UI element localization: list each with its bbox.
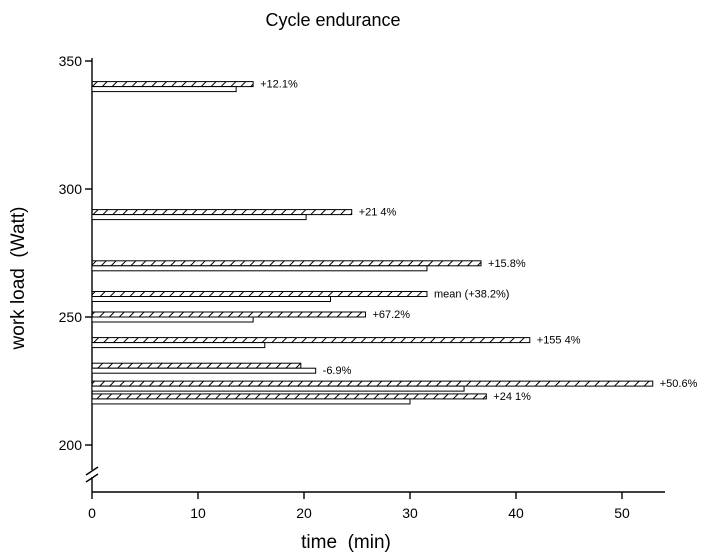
bar-annotations: +12.1% +21 4% +15.8% mean (+38.2%) +67.2% +15… [260,79,697,403]
bar-plain-240w [91,342,266,349]
y-axis-label: work load (Watt) [8,207,29,351]
bar-hatched-218w [91,393,487,400]
bar-plain-250w [91,316,254,323]
bar-annotation: +15.8% [488,258,526,270]
x-tick-label: 10 [190,505,206,521]
bar-annotation: -6.9% [323,365,352,377]
y-tick-label: 200 [59,437,83,453]
bar-hatched-250w [91,311,366,318]
y-tick-label: 350 [59,53,83,69]
bar-plain-290w [91,214,307,221]
bar-plain-218w [91,398,411,405]
x-tick-label: 20 [296,505,312,521]
bar-annotation: +155 4% [537,335,581,347]
bar-hatched-223w [91,380,654,387]
y-ticks: 200 250 300 350 [59,53,92,453]
x-tick-label: 40 [508,505,524,521]
bar-plain-223w [91,385,465,392]
axes [85,58,665,493]
bar-annotation: mean (+38.2%) [434,289,510,301]
bar-annotation: +67.2% [372,309,410,321]
x-tick-label: 30 [402,505,418,521]
bar-annotation: +24 1% [493,391,531,403]
bar-annotation: +21 4% [359,207,397,219]
bar-hatched-258w [91,291,428,298]
bars [91,81,654,405]
bar-annotation: +12.1% [260,79,298,91]
x-tick-label: 0 [88,505,96,521]
bar-plain-258w [91,296,331,303]
bar-hatched-290w [91,209,353,216]
bar-hatched-240w [91,337,531,344]
bar-plain-230w [91,367,317,374]
bar-plain-340w [91,86,237,93]
bar-hatched-340w [91,81,254,88]
y-tick-label: 250 [59,309,83,325]
chart-title: Cycle endurance [265,10,400,30]
axis-break-mark-bottom [85,473,99,483]
x-ticks: 0 10 20 30 40 50 [88,492,630,521]
bar-hatched-230w [91,362,302,369]
bar-hatched-270w [91,260,482,267]
bar-annotation: +50.6% [660,378,698,390]
y-tick-label: 300 [59,181,83,197]
axis-break-mark-top [85,466,99,476]
bar-plain-270w [91,265,428,272]
x-axis-label: time (min) [301,532,391,553]
x-tick-label: 50 [614,505,630,521]
